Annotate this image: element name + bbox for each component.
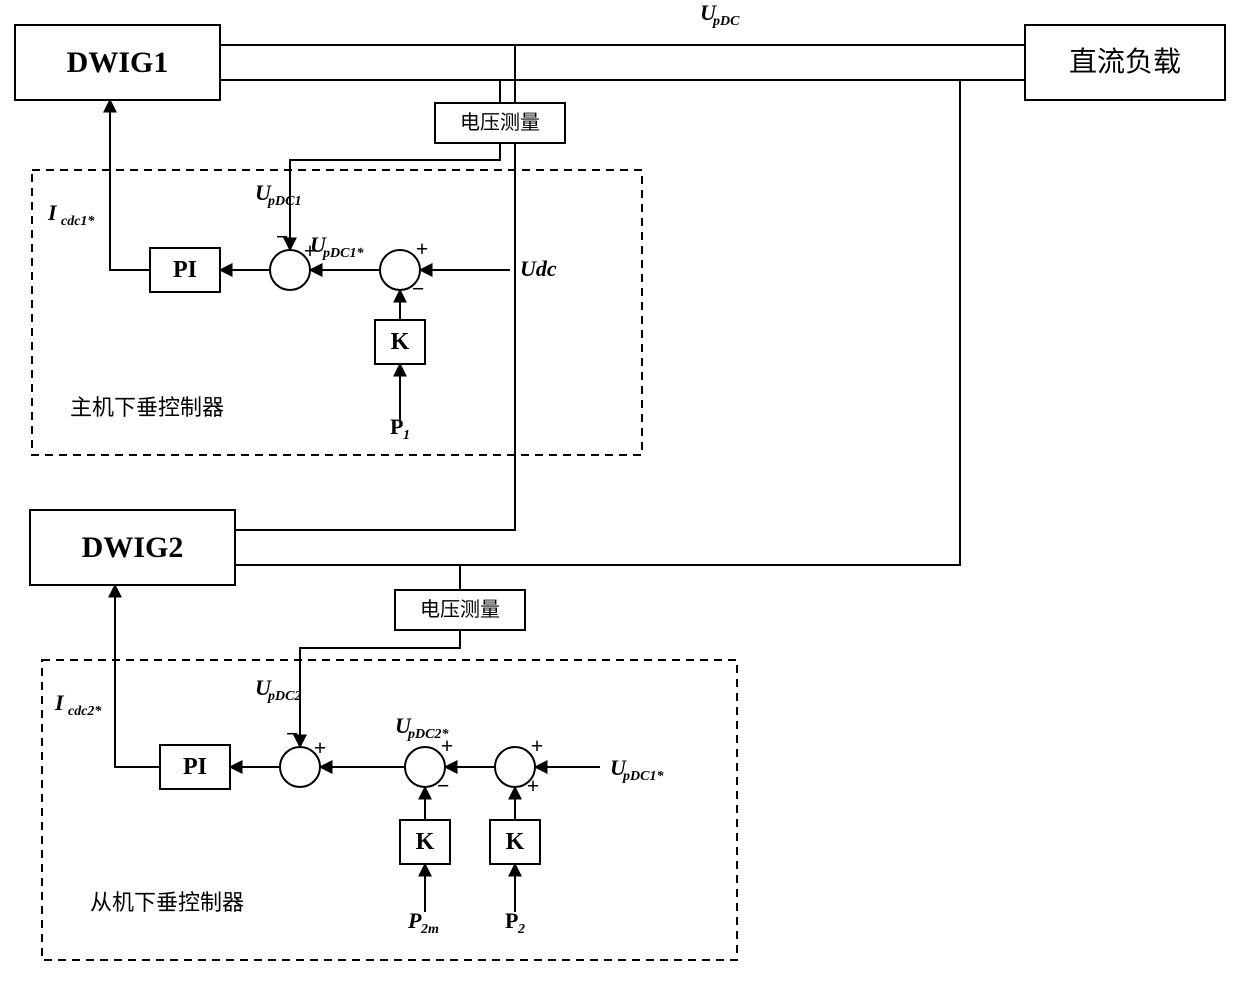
svg-text:pDC2: pDC2	[267, 689, 301, 704]
label-Icdc2: Icdc2*	[54, 690, 102, 719]
controller-label-ctrl1: 主机下垂控制器	[70, 395, 224, 420]
label-P1: P1	[390, 414, 410, 443]
label-UpDC1s: UpDC1*	[310, 232, 364, 261]
svg-text:P: P	[505, 908, 518, 933]
control-block-diagram: 主机下垂控制器从机下垂控制器DWIG1直流负载电压测量PIKDWIG2电压测量P…	[0, 0, 1240, 986]
summer-sign-s2a-left: −	[286, 721, 299, 746]
label-P2: P2	[505, 908, 525, 937]
svg-text:pDC1*: pDC1*	[322, 246, 364, 261]
block-label-vmeas2: 电压测量	[420, 598, 500, 621]
summer-sign-s2c-right: +	[531, 733, 544, 758]
controller-label-ctrl2: 从机下垂控制器	[90, 890, 244, 915]
block-label-vmeas1: 电压测量	[460, 111, 540, 134]
svg-text:pDC2*: pDC2*	[407, 727, 449, 742]
block-label-pi2: PI	[183, 754, 207, 780]
label-UpDC1: UpDC1	[255, 180, 301, 209]
svg-text:P: P	[407, 908, 422, 933]
svg-text:2: 2	[517, 922, 525, 937]
pi1-out-up	[110, 100, 150, 270]
pi2-out-up	[115, 585, 160, 767]
block-label-dwig2: DWIG2	[82, 531, 184, 564]
block-label-k1: K	[391, 329, 410, 355]
svg-text:I: I	[47, 200, 58, 225]
block-label-pi1: PI	[173, 257, 197, 283]
svg-text:pDC1*: pDC1*	[622, 769, 664, 784]
svg-text:P: P	[390, 414, 403, 439]
svg-text:I: I	[54, 690, 65, 715]
summer-sign-s1b-bottom: −	[412, 276, 425, 301]
label-P2m: P2m	[407, 908, 439, 937]
label-Udc: Udc	[520, 256, 557, 281]
block-label-k2a: K	[416, 829, 435, 855]
label-UpDC2s: UpDC2*	[395, 713, 449, 742]
svg-text:cdc1*: cdc1*	[61, 214, 95, 229]
summer-sign-s1b-right: +	[416, 236, 429, 261]
svg-text:Udc: Udc	[520, 256, 557, 281]
label-Icdc1: Icdc1*	[47, 200, 95, 229]
summer-sign-s2b-bottom: −	[437, 773, 450, 798]
label-UpDC2: UpDC2	[255, 675, 301, 704]
label-UpDC: UpDC	[700, 0, 740, 29]
label-UpDC1s2: UpDC1*	[610, 755, 664, 784]
controller-box-ctrl2	[42, 660, 737, 960]
svg-text:1: 1	[403, 428, 410, 443]
svg-text:2m: 2m	[420, 922, 439, 937]
summer-sign-s2c-bottom: +	[527, 773, 540, 798]
summer-sign-s2a-right: +	[314, 735, 327, 760]
block-label-dwig1: DWIG1	[67, 46, 169, 79]
bus-tap-bottom-dwig2-b	[235, 80, 960, 565]
svg-text:pDC: pDC	[712, 14, 740, 29]
block-label-k2b: K	[506, 829, 525, 855]
summer-sign-s1a-left: −	[276, 224, 289, 249]
svg-text:pDC1: pDC1	[267, 194, 301, 209]
block-label-dcload: 直流负载	[1069, 46, 1181, 78]
svg-text:cdc2*: cdc2*	[68, 704, 102, 719]
